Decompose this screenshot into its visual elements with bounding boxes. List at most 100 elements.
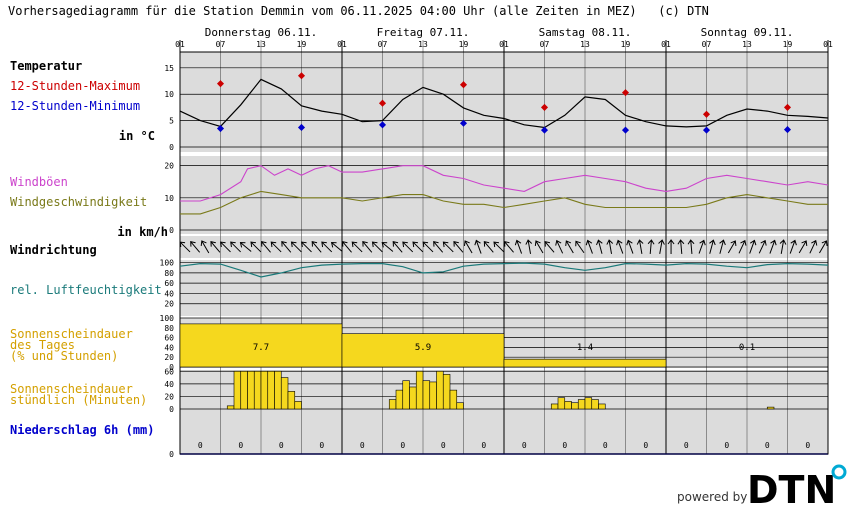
y-tick-label-sunshine_hourly: 40 bbox=[164, 380, 174, 389]
wind-arrow bbox=[789, 239, 797, 254]
sunshine-hourly-bar bbox=[233, 370, 242, 410]
temp-min-point bbox=[621, 126, 630, 134]
sunshine-hourly-bar bbox=[766, 406, 775, 410]
wind-arrow-shape bbox=[230, 241, 241, 253]
sunshine-daily-hours: 7.7 bbox=[253, 343, 269, 353]
wind-gusts-line bbox=[180, 165, 829, 202]
wind-arrow-shape bbox=[616, 239, 624, 254]
wind-arrow bbox=[474, 239, 482, 254]
wind-arrow bbox=[261, 240, 271, 253]
precipitation-value: 0 bbox=[319, 441, 324, 450]
wind-arrow bbox=[392, 240, 403, 253]
sunshine-hourly-bar bbox=[253, 370, 262, 410]
wind-arrow bbox=[698, 239, 706, 254]
wind-arrow bbox=[270, 241, 282, 253]
temp-min-point bbox=[459, 119, 468, 127]
wind-arrow-shape bbox=[677, 239, 685, 255]
sunshine-hourly-bar bbox=[449, 389, 458, 410]
wind-arrow-shape bbox=[809, 239, 818, 254]
wind-arrow-shape bbox=[371, 241, 383, 253]
y-tick-label-wind: 0 bbox=[169, 226, 174, 235]
sunshine-hourly-bar bbox=[557, 397, 566, 410]
wind-arrow bbox=[453, 240, 464, 253]
y-tick-label-sunshine_daily: 80 bbox=[164, 324, 174, 333]
wind-arrow bbox=[749, 239, 757, 254]
hour-tick-label: 07 bbox=[540, 40, 550, 49]
wind-arrow-shape bbox=[290, 241, 302, 253]
wind-arrow-shape bbox=[514, 239, 523, 254]
y-tick-label-temperature: 15 bbox=[164, 64, 174, 73]
temperature-label: 12-Stunden-Maximum bbox=[10, 79, 140, 93]
wind-arrow bbox=[585, 239, 593, 254]
wind-arrow bbox=[281, 240, 292, 253]
temp-max-point bbox=[378, 99, 387, 107]
wind-arrow-shape bbox=[534, 240, 544, 254]
wind-arrow-shape bbox=[311, 240, 322, 253]
wind-arrow-shape bbox=[422, 241, 434, 253]
day-label: Donnerstag 06.11. bbox=[205, 26, 318, 39]
wind-arrow bbox=[769, 239, 777, 254]
temp-max-point bbox=[540, 103, 549, 111]
sunshine-hourly-bar bbox=[294, 401, 302, 410]
temperature-line bbox=[179, 78, 829, 129]
wind-arrow-shape bbox=[190, 240, 201, 253]
sunshine-hourly-bar bbox=[226, 405, 235, 410]
wind-arrow-shape bbox=[798, 240, 808, 254]
temp-min-point bbox=[540, 126, 549, 134]
dtn-logo: DTN bbox=[747, 464, 847, 512]
wind-arrow bbox=[351, 241, 363, 253]
wind-arrow-shape bbox=[402, 241, 414, 253]
hour-tick-label: 19 bbox=[621, 40, 631, 49]
wind-arrow bbox=[179, 241, 191, 253]
sunshine-daily-label: Sonnenscheindauer bbox=[10, 327, 133, 341]
wind-arrow bbox=[798, 240, 808, 254]
temperature-label: Temperatur bbox=[10, 59, 82, 73]
hour-tick-label: 01 bbox=[175, 40, 185, 49]
wind-arrow-shape bbox=[769, 239, 777, 254]
wind-arrow-shape bbox=[789, 239, 797, 254]
y-tick-label-humidity: 60 bbox=[164, 279, 174, 288]
wind-arrow bbox=[301, 241, 312, 253]
wind-arrow-shape bbox=[179, 241, 191, 253]
wind-arrow bbox=[250, 241, 262, 253]
precipitation-value: 0 bbox=[684, 441, 689, 450]
wind-arrow bbox=[210, 240, 221, 253]
wind-direction-label: Windrichtung bbox=[10, 243, 97, 257]
wind-arrow-shape bbox=[544, 240, 555, 253]
wind-arrow-shape bbox=[351, 241, 363, 253]
wind-arrow-shape bbox=[565, 240, 574, 254]
y-tick-label-temperature: 10 bbox=[164, 90, 174, 99]
wind-arrow bbox=[433, 240, 444, 253]
wind-arrow-shape bbox=[463, 240, 473, 254]
wind-arrow bbox=[290, 241, 302, 253]
wind-speed-line bbox=[180, 190, 828, 215]
sunshine-hourly-bar bbox=[267, 370, 275, 410]
wind-arrow-shape bbox=[698, 239, 706, 254]
precipitation-value: 0 bbox=[603, 441, 608, 450]
sunshine-hourly-bar bbox=[260, 370, 269, 410]
wind-arrow-shape bbox=[261, 240, 271, 253]
wind-arrow-shape bbox=[250, 241, 262, 253]
y-tick-label-humidity: 80 bbox=[164, 269, 174, 278]
sunshine-hourly-bar bbox=[287, 391, 296, 410]
wind-arrow bbox=[677, 239, 685, 255]
wind-arrow-shape bbox=[493, 241, 505, 253]
wind-arrow bbox=[525, 239, 533, 254]
precipitation-value: 0 bbox=[481, 441, 486, 450]
wind-arrow-shape bbox=[626, 239, 634, 254]
dtn-logo-dot bbox=[831, 464, 847, 480]
wind-arrow-shape bbox=[433, 240, 444, 253]
chart-title: Vorhersagediagramm für die Station Demmi… bbox=[8, 4, 709, 18]
precipitation-value: 0 bbox=[805, 441, 810, 450]
wind-label: in km/h bbox=[117, 225, 168, 239]
wind-arrow-shape bbox=[381, 241, 394, 252]
sunshine-hourly-bar bbox=[395, 389, 404, 410]
wind-arrow bbox=[636, 239, 644, 254]
wind-arrow bbox=[239, 241, 252, 252]
wind-arrow-shape bbox=[585, 239, 593, 254]
temp-max-point bbox=[459, 81, 468, 89]
hour-tick-label: 13 bbox=[742, 40, 752, 49]
wind-arrow bbox=[819, 240, 828, 254]
wind-arrow-shape bbox=[555, 239, 564, 254]
dtn-logo-text: DTN bbox=[747, 468, 836, 512]
